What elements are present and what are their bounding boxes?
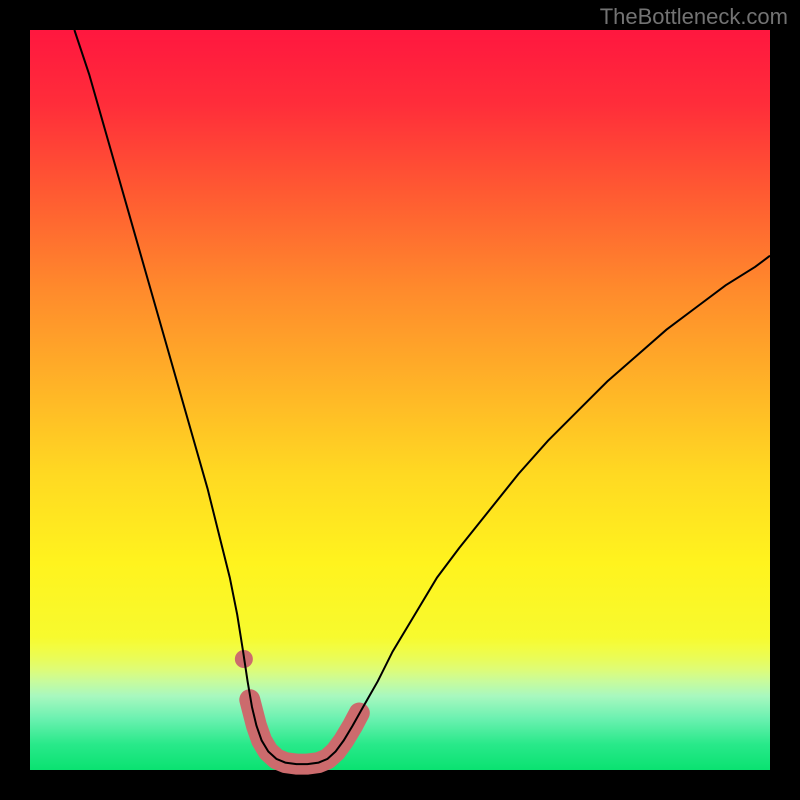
bottleneck-chart — [0, 0, 800, 800]
watermark-text: TheBottleneck.com — [600, 4, 788, 30]
plot-background — [30, 30, 770, 770]
chart-canvas: TheBottleneck.com — [0, 0, 800, 800]
